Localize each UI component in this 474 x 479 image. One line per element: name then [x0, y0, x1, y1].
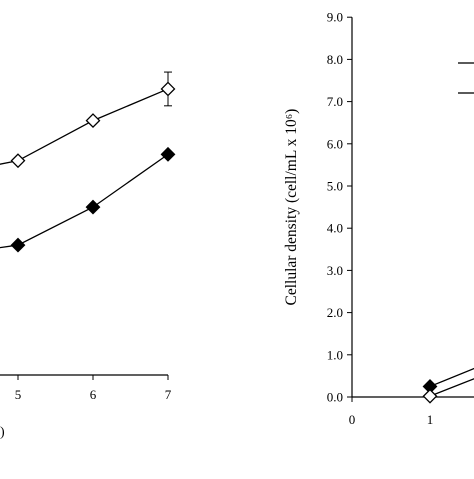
right-x-tick-label: 0 [349, 412, 356, 427]
left-x-tick-label: 6 [90, 387, 97, 402]
right-y-tick-label: 1.0 [327, 347, 343, 362]
right-y-tick-label: 0.0 [327, 390, 343, 405]
right-series-line-1 [429, 367, 474, 388]
right-x-tick-label: 1 [427, 412, 434, 427]
left-series-1-point [85, 113, 101, 129]
left-x-tick-label: 7 [165, 387, 172, 402]
left-series-line-2 [0, 153, 169, 249]
right-y-tick-label: 5.0 [327, 179, 343, 194]
left-series-2-point [10, 237, 26, 253]
right-y-tick-label: 2.0 [327, 305, 343, 320]
left-series-line-1 [0, 88, 169, 165]
right-y-tick-label: 7.0 [327, 94, 343, 109]
left-series-2-point [85, 199, 101, 215]
right-series-2-point [422, 388, 438, 404]
right-y-tick-label: 3.0 [327, 263, 343, 278]
right-y-tick-label: 9.0 [327, 10, 343, 25]
left-series-1-point [10, 153, 26, 169]
left-series-2-point [160, 146, 176, 162]
right-y-tick-label: 4.0 [327, 221, 343, 236]
right-y-tick-label: 8.0 [327, 52, 343, 67]
left-axis-label-fragment: ) [0, 425, 5, 440]
right-series-line-2 [429, 378, 474, 397]
right-y-axis-title: Cellular density (cell/mL x 10⁶) [283, 109, 300, 306]
left-series-1-point [160, 81, 176, 97]
right-y-tick-label: 6.0 [327, 136, 343, 151]
left-x-tick-label: 5 [15, 387, 22, 402]
